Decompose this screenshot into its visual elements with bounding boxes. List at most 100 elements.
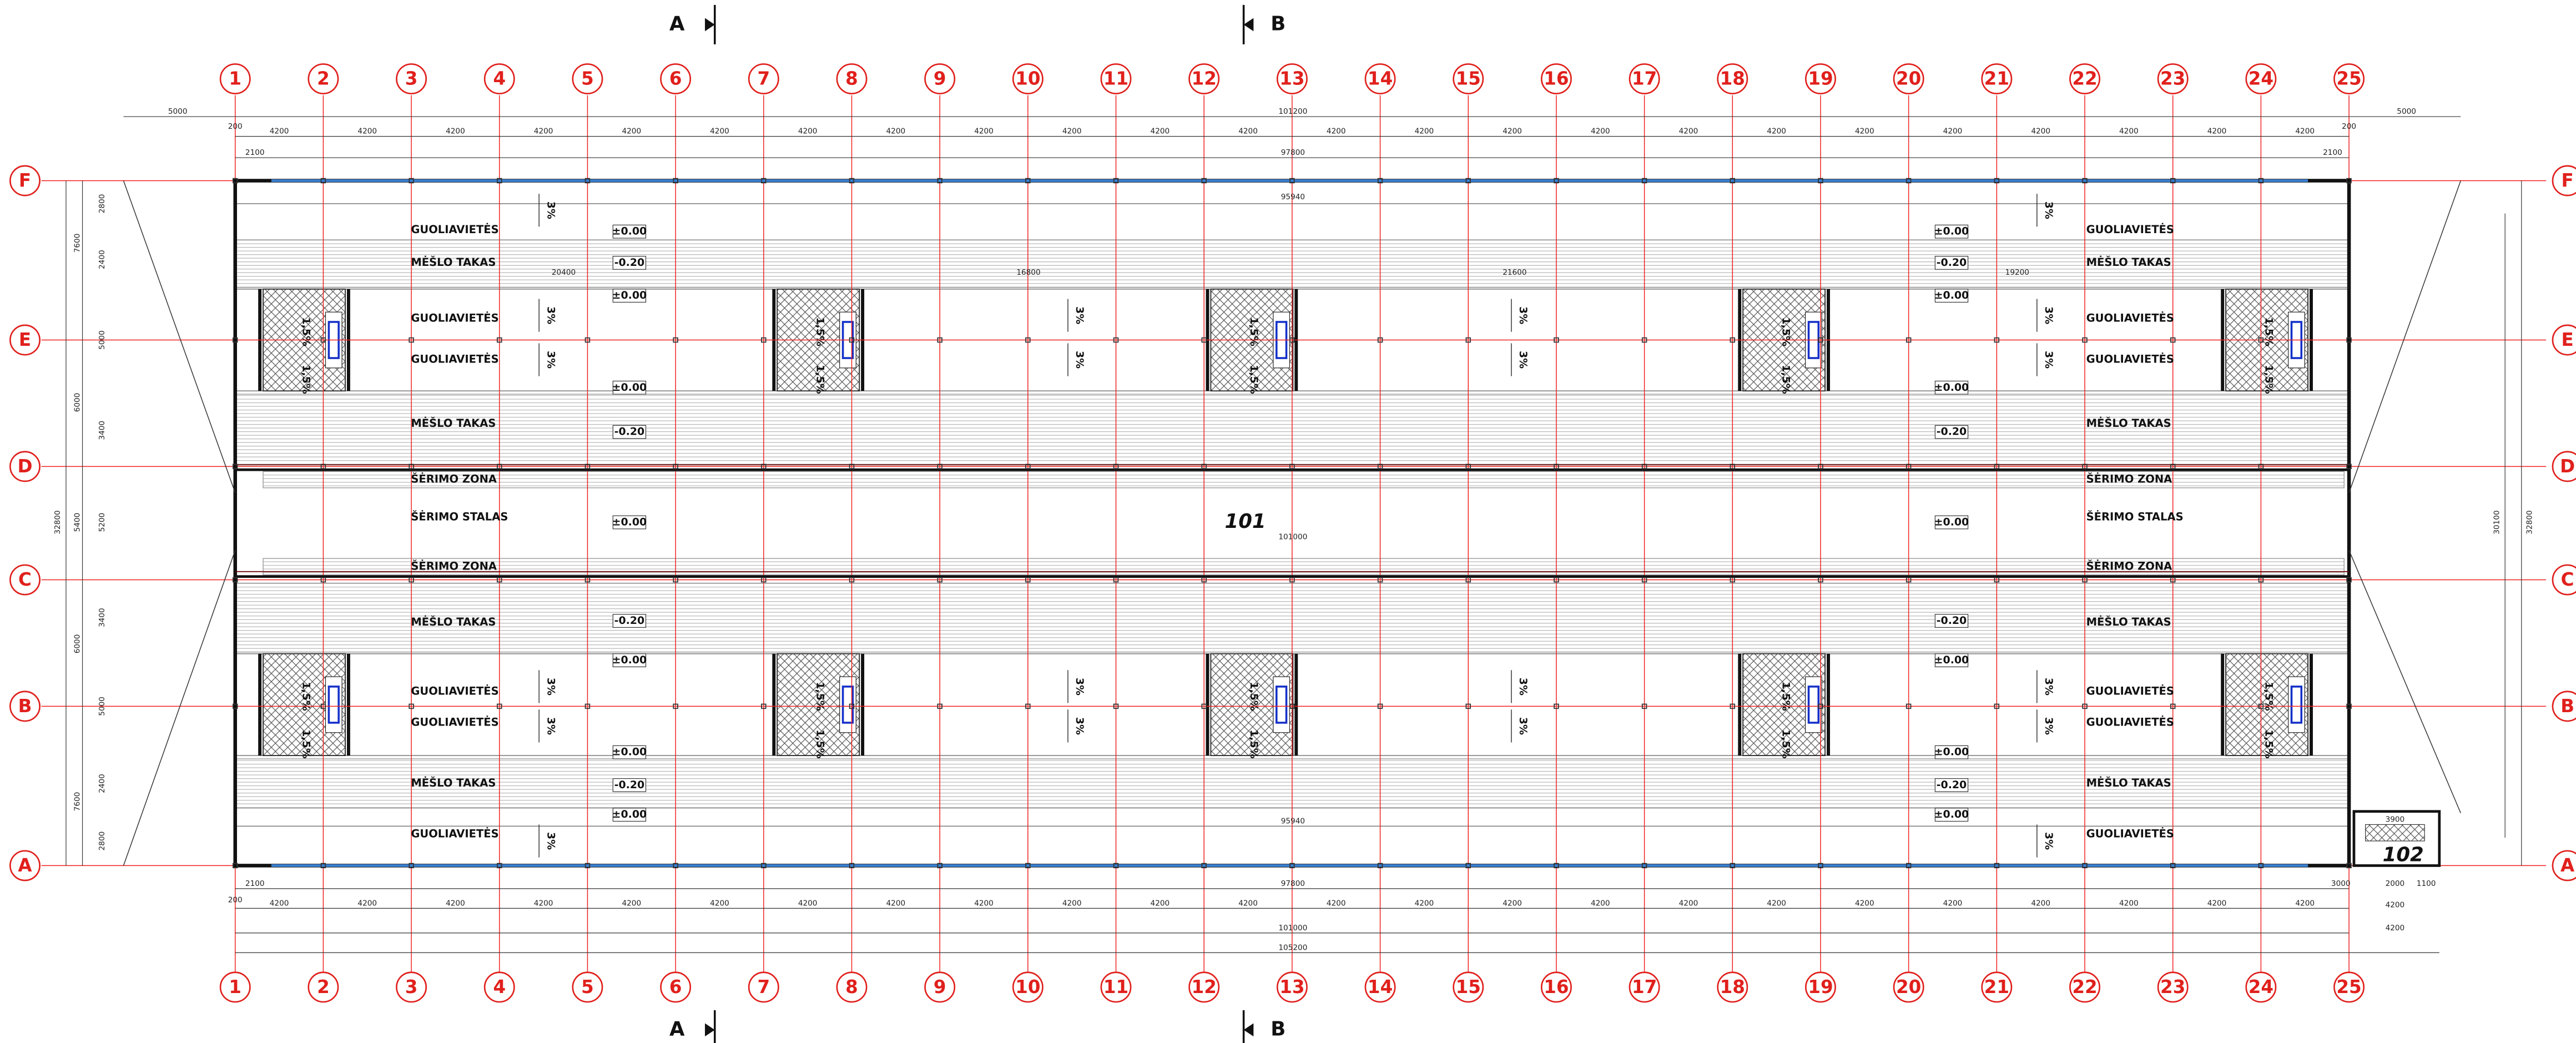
axis-bubble	[2333, 971, 2365, 1003]
zone-label: GUOLIAVIETĖS	[411, 715, 498, 728]
dimension: 2100	[2323, 148, 2342, 157]
dimension: 19200	[2005, 268, 2029, 277]
pen-slope: 1,5%	[814, 365, 826, 394]
column	[233, 463, 238, 470]
column	[1554, 703, 1559, 709]
level-mark: ±0.00	[1934, 808, 1969, 820]
column	[1994, 178, 2000, 184]
axis-bubble	[660, 63, 692, 94]
level-box	[612, 778, 647, 792]
dimension: 4200	[270, 899, 289, 908]
axis-label: B	[2560, 696, 2574, 717]
dimension: 4200	[357, 899, 377, 908]
zone-label: ŠĖRIMO STALAS	[411, 510, 508, 523]
level-box	[612, 653, 647, 667]
axis-bubble	[2552, 564, 2576, 596]
level-mark: ±0.00	[1934, 225, 1969, 238]
column	[2258, 863, 2264, 869]
axis-bubble	[307, 971, 339, 1003]
axis-label: 24	[2249, 68, 2273, 89]
axis-bubble	[9, 324, 41, 356]
axis-label: 13	[1279, 976, 1304, 997]
axis-label: 24	[2249, 976, 2273, 997]
slope-label: 3%	[545, 306, 557, 324]
dimension: 1100	[2417, 879, 2436, 888]
level-box	[612, 425, 647, 439]
column	[320, 703, 326, 709]
dimension: 4200	[886, 899, 906, 908]
column	[1465, 863, 1471, 869]
axis-bubble	[2157, 63, 2189, 94]
axis-label: 3	[405, 976, 418, 997]
projection-line	[2348, 550, 2461, 814]
column	[1113, 178, 1119, 184]
column	[761, 178, 767, 184]
column	[584, 577, 591, 583]
axis-bubble	[572, 971, 603, 1003]
zone-label: GUOLIAVIETĖS	[2086, 827, 2174, 840]
column	[1465, 703, 1471, 709]
axis-label: F	[2561, 170, 2573, 191]
column	[409, 703, 414, 709]
level-box	[612, 808, 647, 822]
axis-bubble	[1981, 971, 2013, 1003]
zone-label: GUOLIAVIETĖS	[411, 311, 498, 325]
column	[2258, 178, 2264, 184]
dimension: 4200	[2119, 127, 2139, 136]
column	[1641, 703, 1647, 709]
column	[320, 577, 326, 583]
column	[320, 463, 326, 470]
dimension: 4200	[2386, 900, 2405, 909]
axis-bubble	[483, 971, 515, 1003]
axis-label: 1	[229, 976, 241, 997]
slope-label: 3%	[2043, 832, 2055, 850]
dimension: 4200	[1327, 127, 1346, 136]
dimension: 2400	[98, 774, 107, 793]
column	[1289, 577, 1295, 583]
zone-label: ŠĖRIMO STALAS	[2086, 510, 2184, 523]
zone-label: ŠĖRIMO ZONA	[411, 472, 497, 486]
axis-bubble	[924, 63, 956, 94]
slope-label: 3%	[1073, 351, 1086, 369]
column	[1377, 577, 1383, 583]
axis-bubble	[1188, 63, 1220, 94]
column	[1377, 703, 1383, 709]
dimension: 2100	[245, 148, 265, 157]
column	[1377, 463, 1383, 470]
drinker	[327, 686, 340, 724]
dimension: 4200	[1591, 899, 1610, 908]
slope-label: 3%	[2043, 678, 2055, 696]
pen-slope: 1,5%	[300, 682, 312, 711]
axis-label: 17	[1632, 976, 1657, 997]
column	[320, 863, 326, 869]
column	[673, 178, 678, 184]
axis-bubble	[1629, 63, 1660, 94]
pen-slope: 1,5%	[2263, 729, 2275, 759]
axis-label: 6	[669, 68, 682, 89]
column	[673, 337, 678, 343]
axis-label: 15	[1456, 68, 1481, 89]
column	[2082, 703, 2088, 709]
dimension: 4200	[1151, 899, 1170, 908]
axis-label: 9	[934, 976, 946, 997]
dimension: 200	[228, 122, 243, 131]
dimension: 4200	[357, 127, 377, 136]
column	[1554, 337, 1559, 343]
column	[1113, 703, 1119, 709]
column	[2346, 703, 2352, 709]
dimension: 2800	[98, 832, 107, 851]
column	[1641, 577, 1647, 583]
column	[1641, 178, 1647, 184]
axis-bubble	[396, 63, 427, 94]
level-box	[612, 614, 647, 628]
column	[2346, 863, 2352, 869]
column	[2170, 577, 2176, 583]
column	[584, 178, 591, 184]
axis-label: 18	[1720, 976, 1745, 997]
column	[1289, 337, 1295, 343]
zone-label: MĖŠLO TAKAS	[2086, 615, 2171, 628]
zone-label: GUOLIAVIETĖS	[2086, 223, 2174, 236]
column	[1818, 337, 1823, 343]
axis-bubble	[1893, 63, 1924, 94]
